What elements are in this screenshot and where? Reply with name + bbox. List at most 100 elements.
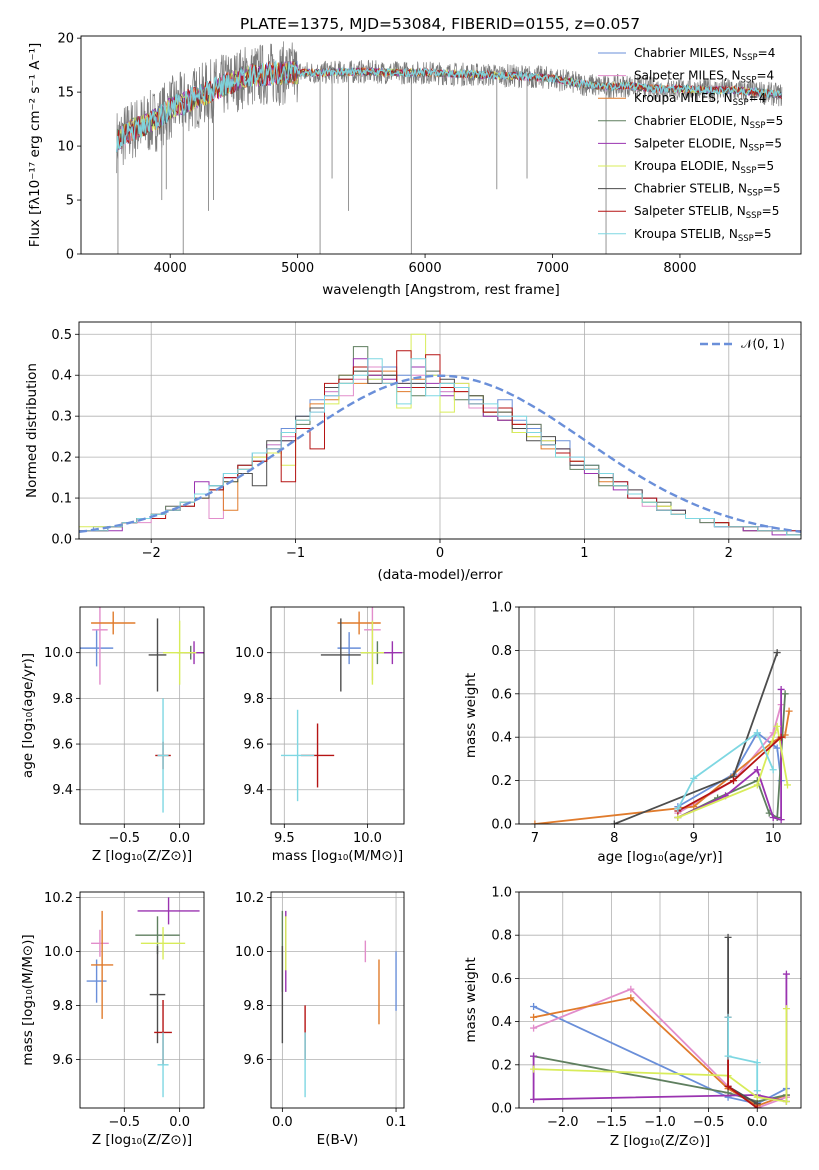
tick-label-x: −1.5 [596, 1115, 628, 1130]
legend-label: Kroupa ELODIE, NSSP=5 [634, 159, 774, 176]
panel-mass_vs_Z: −0.5 0.0 9.6 9.8 10.0 10.2 Z [log₁₀(Z/Z⊙)] mass… [20, 891, 205, 1148]
tick-label-y: 0.0 [491, 1102, 512, 1117]
plot-area-mass_vs_ebv [281, 910, 397, 1098]
tick-label-y: 9.6 [52, 1053, 73, 1068]
weight-point-salpeter_elodie [530, 1095, 538, 1103]
weight-point-kroupa_elodie [753, 1093, 761, 1101]
axes-frame [518, 891, 802, 1109]
weight-point-chabrier_stelib [724, 933, 732, 941]
weight-point-kroupa_stelib [753, 1087, 761, 1095]
weight-point-salpeter_stelib [753, 1104, 761, 1108]
weight-point-kroupa_elodie [783, 781, 791, 789]
weight-line-chabrier_miles [533, 1005, 787, 1105]
weight-point-salpeter_elodie [777, 685, 785, 693]
tick-label-y: 0.6 [491, 687, 512, 702]
tick-label-x: −0.5 [693, 1115, 725, 1130]
tick-label-x: 7 [531, 831, 539, 846]
weight-line-salpeter_elodie [677, 689, 782, 821]
weight-point-kroupa_elodie [674, 813, 682, 821]
axis-label-y: age [log₁₀(age/yr)] [20, 653, 36, 778]
weight-point-kroupa_miles [531, 820, 539, 824]
axis-label-x: Z [log₁₀(Z/Z⊙)] [92, 848, 192, 864]
tick-label-y: 10 [57, 140, 74, 155]
panel-spectrum: 4000 5000 6000 7000 8000 0 5 10 15 20 wavelength [… [27, 32, 802, 298]
tick-label-x: 8000 [663, 261, 696, 276]
tick-label-y: 5 [66, 194, 74, 209]
tick-label-y: 0.4 [491, 1015, 512, 1030]
tick-label-x: −2.0 [547, 1115, 579, 1130]
tick-label-x: 9.5 [274, 831, 295, 846]
axes-frame [78, 321, 802, 540]
legend-label: Chabrier MILES, NSSP=4 [634, 46, 775, 63]
tick-label-y: 1.0 [491, 601, 512, 616]
weight-point-kroupa_stelib [753, 729, 761, 737]
weight-point-salpeter_stelib [724, 1082, 732, 1090]
weight-line-kroupa_stelib [677, 731, 775, 810]
weight-point-chabrier_stelib [773, 649, 781, 657]
tick-label-x: 2 [725, 546, 733, 561]
legend-label: Kroupa MILES, NSSP=4 [634, 91, 766, 108]
weight-point-salpeter_elodie [769, 813, 777, 821]
legend-label-normal: 𝒩(0, 1) [741, 337, 785, 351]
tick-label-y: 10.0 [44, 646, 73, 661]
plot-area-age_vs_mass [280, 607, 403, 802]
tick-label-y: 9.8 [52, 692, 73, 707]
axis-label-y: Normed distribution [24, 363, 40, 498]
axis-label-y: mass [log₁₀(M/M⊙)] [20, 934, 36, 1065]
panel-massweight_vs_age: 7 8 9 10 0.0 0.2 0.4 0.6 0.8 1.0 age [log₁₀(age/yr… [463, 601, 802, 865]
tick-label-y: 0.0 [51, 533, 72, 548]
legend-label: Kroupa STELIB, NSSP=5 [634, 227, 772, 244]
tick-label-y: 0.2 [51, 451, 72, 466]
tick-label-y: 0.8 [491, 644, 512, 659]
legend-label: Salpeter STELIB, NSSP=5 [634, 204, 779, 221]
tick-label-x: 10 [765, 831, 782, 846]
tick-label-x: −0.5 [108, 1115, 140, 1130]
normal-curve [79, 374, 801, 533]
tick-label-x: −1.0 [644, 1115, 676, 1130]
tick-label-y: 0.4 [51, 369, 72, 384]
weight-point-salpeter_elodie [530, 1052, 538, 1060]
tick-label-x: 0.0 [169, 831, 190, 846]
tick-label-x: 7000 [536, 261, 569, 276]
weight-point-kroupa_elodie [782, 1005, 790, 1013]
tick-label-x: 0.0 [272, 1115, 293, 1130]
axes-frame [79, 606, 205, 825]
tick-label-y: 0.2 [491, 1058, 512, 1073]
tick-label-y: 9.4 [52, 783, 73, 798]
tick-label-x: 10.0 [353, 831, 382, 846]
weight-point-kroupa_miles [530, 1013, 538, 1021]
tick-label-x: −1 [286, 546, 305, 561]
weight-point-salpeter_miles [627, 985, 635, 993]
tick-label-y: 9.8 [52, 999, 73, 1014]
axis-label-y: mass weight [463, 673, 479, 758]
weight-line-kroupa_stelib [727, 1017, 759, 1091]
tick-label-y: 0.0 [491, 818, 512, 833]
weight-point-salpeter_miles [530, 1024, 538, 1032]
weight-point-kroupa_elodie [530, 1065, 538, 1073]
weight-point-chabrier_miles [530, 1002, 538, 1010]
weight-point-kroupa_stelib [769, 766, 777, 774]
tick-label-x: −0.5 [108, 831, 140, 846]
weight-point-kroupa_stelib [724, 1013, 732, 1021]
figure-title: PLATE=1375, MJD=53084, FIBERID=0155, z=0… [240, 15, 640, 33]
tick-label-x: 8 [610, 831, 618, 846]
axis-label-x: wavelength [Angstrom, rest frame] [322, 282, 560, 298]
plot-area-mass_vs_Z [86, 897, 200, 1098]
weight-point-kroupa_elodie [773, 722, 781, 730]
weight-point-chabrier_stelib [610, 820, 618, 824]
axes-frame [270, 891, 405, 1109]
legend-label: Chabrier ELODIE, NSSP=5 [634, 114, 783, 131]
weight-point-kroupa_miles [627, 994, 635, 1002]
weight-point-salpeter_stelib [729, 777, 737, 785]
tick-label-y: 1.0 [491, 886, 512, 901]
tick-label-y: 10.0 [44, 945, 73, 960]
axis-label-x: Z [log₁₀(Z/Z⊙)] [92, 1132, 192, 1148]
tick-label-y: 0.3 [51, 410, 72, 425]
panel-age_vs_Z: −0.5 0.0 9.4 9.6 9.8 10.0 Z [log₁₀(Z/Z⊙)] age [… [20, 606, 205, 864]
weight-point-kroupa_stelib [690, 774, 698, 782]
spectrum-data-line [116, 41, 783, 174]
tick-label-x: 5000 [281, 261, 314, 276]
weight-point-kroupa_miles [785, 707, 793, 715]
panel-mass_vs_ebv: 0.0 0.1 9.6 9.8 10.0 10.2 E(B-V) [235, 891, 406, 1148]
